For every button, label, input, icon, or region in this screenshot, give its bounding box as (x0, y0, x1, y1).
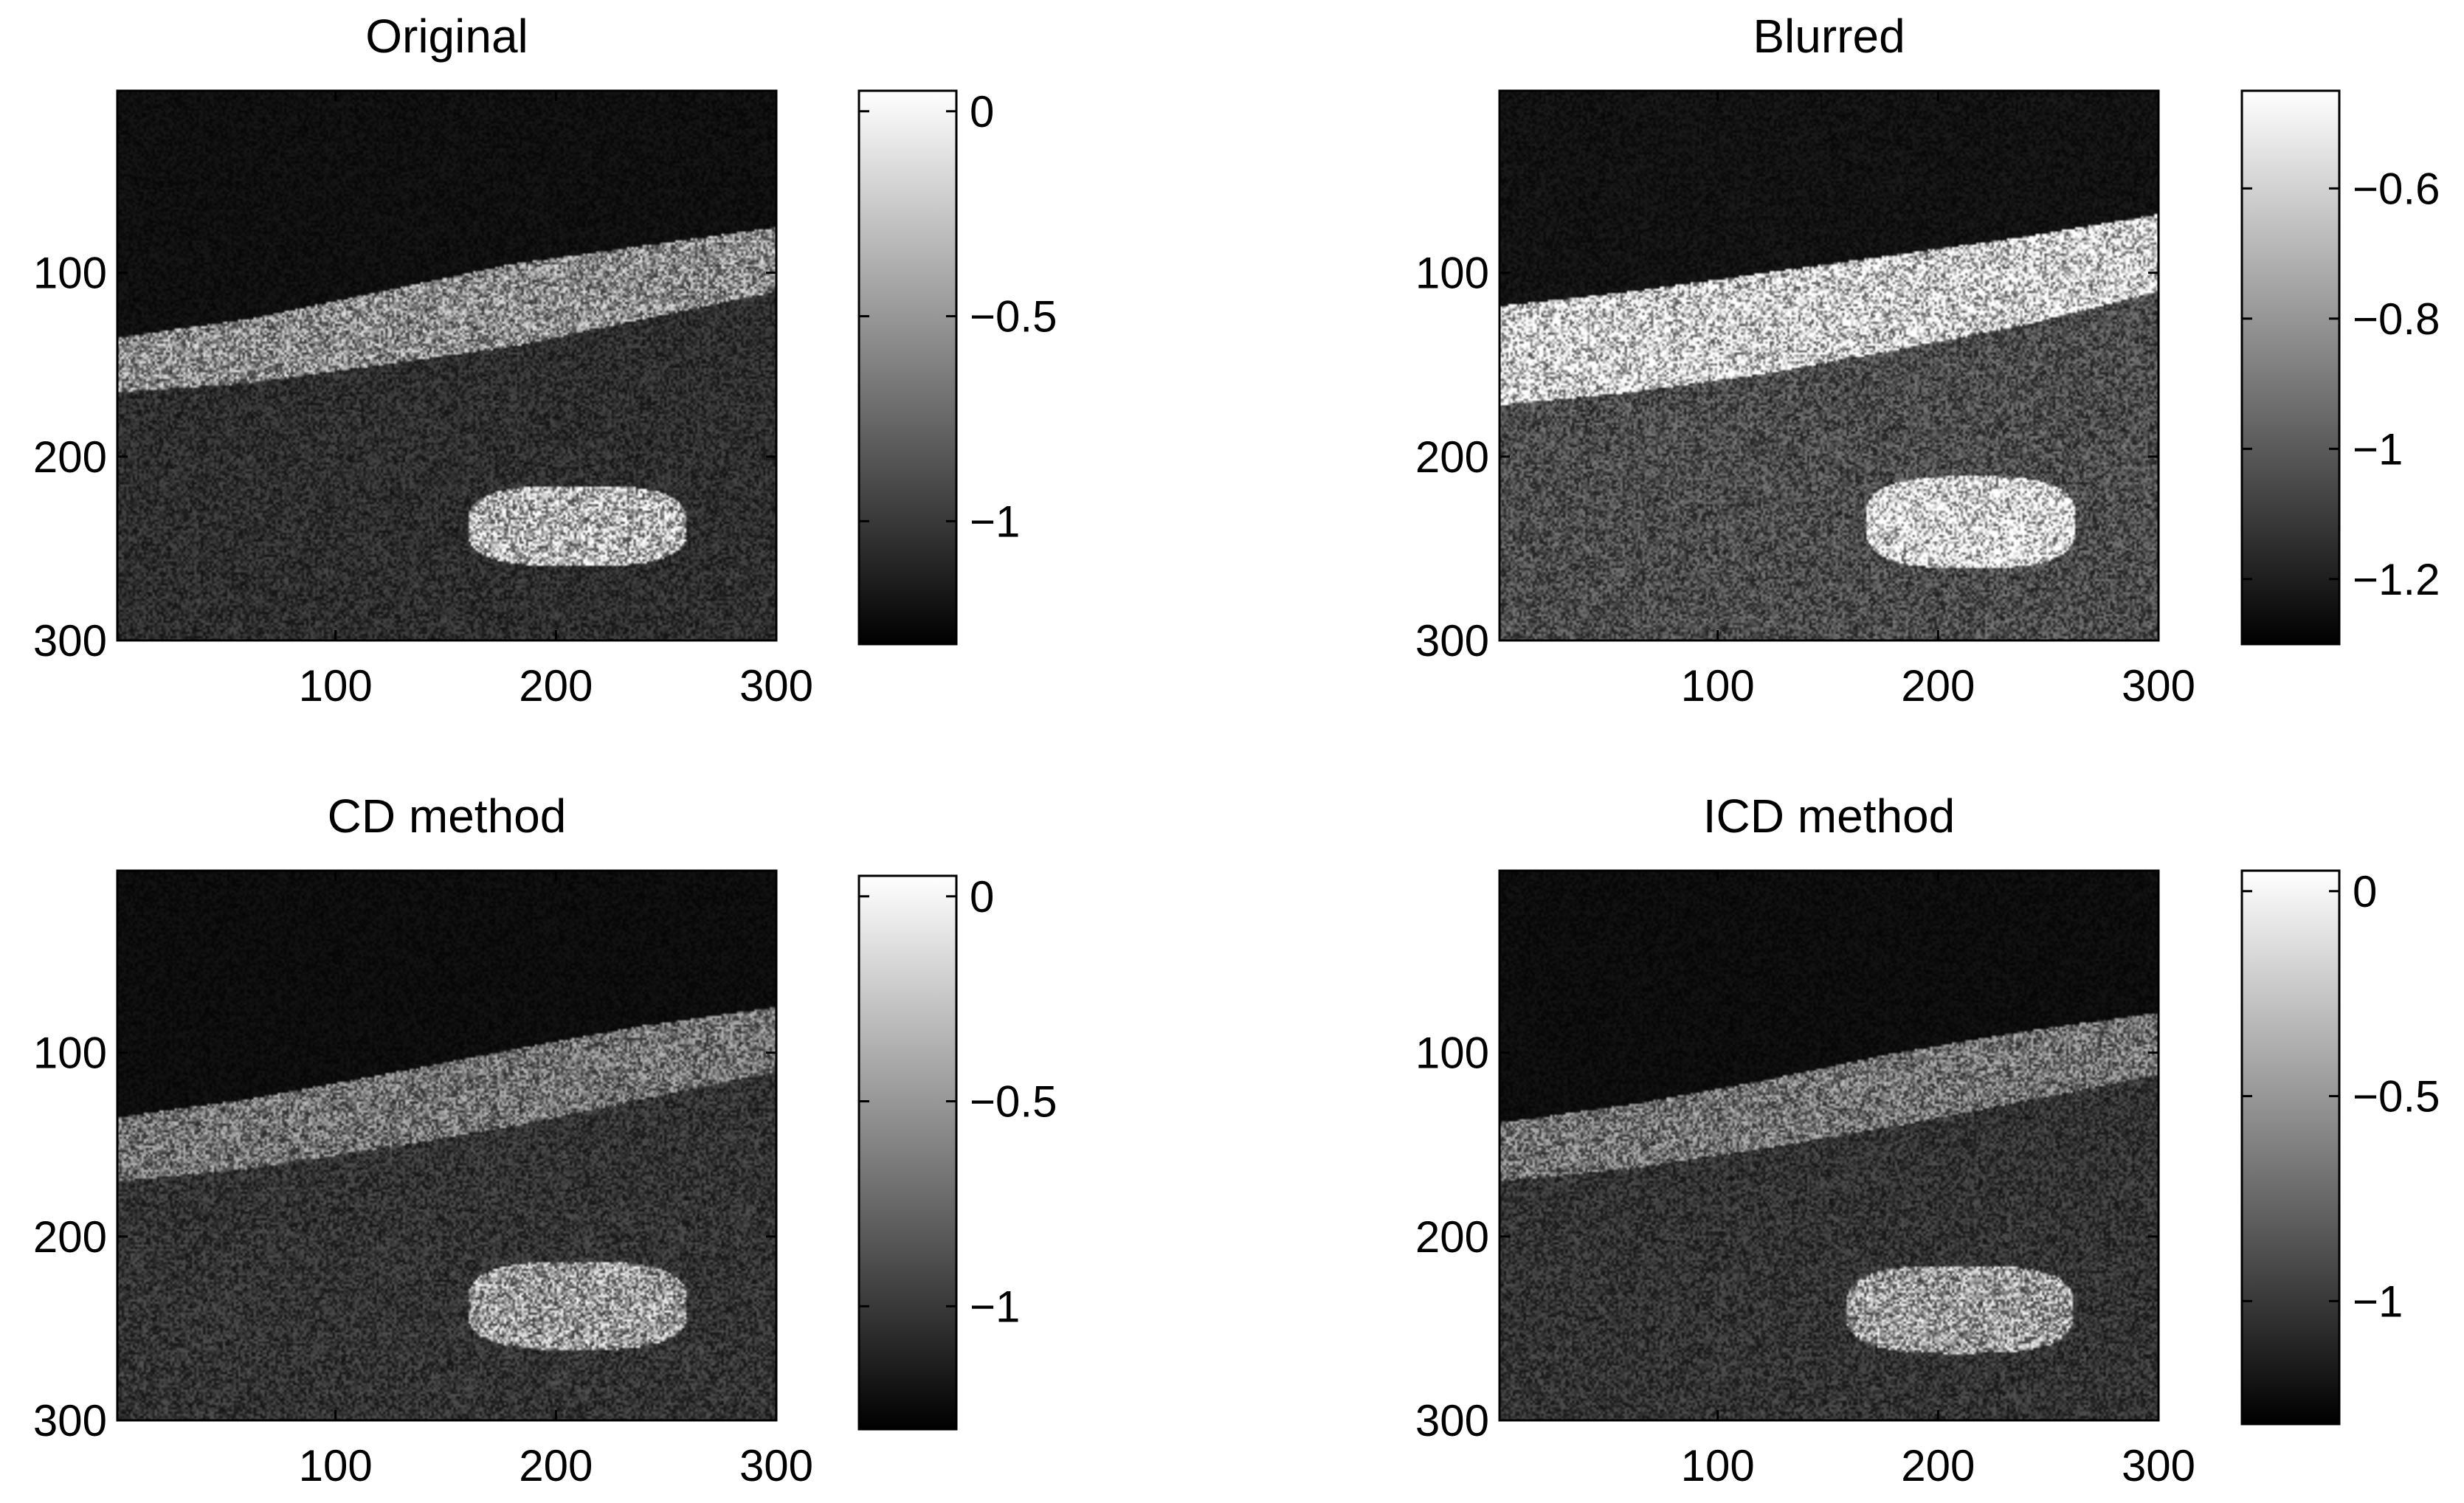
colorbar-gradient (2242, 91, 2339, 644)
colorbar-gradient (859, 876, 956, 1429)
y-tick-label: 200 (1415, 1212, 1489, 1262)
subplot-4: ICD method 100 200 300 100 200 300 0 −0.5 −1 (1415, 789, 2440, 1490)
y-tick-label: 100 (1415, 1029, 1489, 1078)
colorbar-tick-label: 0 (2353, 867, 2377, 916)
subplot-3: CD method 100 200 300 100 200 300 0 −0.5 −1 (33, 789, 1057, 1490)
colorbar-frame (857, 89, 958, 646)
x-tick-label: 100 (1681, 661, 1755, 711)
subplot-title: Original (365, 10, 528, 63)
x-tick-label: 300 (2122, 1441, 2195, 1490)
colorbar-frame (2240, 869, 2341, 1426)
colorbar-tick-label: −1 (970, 1282, 1020, 1331)
subplot-title: ICD method (1703, 789, 1955, 843)
heatmap-image (117, 871, 776, 1420)
y-tick-label: 100 (1415, 249, 1489, 298)
subplot-1: Original 100 200 300 100 200 300 0 −0.5 −1 (33, 10, 1057, 711)
colorbar-tick-label: −1.2 (2353, 555, 2440, 604)
colorbar-tick-label: 0 (970, 872, 994, 922)
x-tick-label: 100 (299, 661, 373, 711)
axes-frame (1498, 869, 2160, 1422)
y-tick-label: 100 (33, 1029, 107, 1078)
x-tick-label: 300 (739, 661, 813, 711)
colorbar-frame (857, 874, 958, 1431)
colorbar-tick-label: −0.6 (2353, 164, 2440, 213)
y-tick-label: 200 (33, 1212, 107, 1262)
subplot-title: CD method (328, 789, 567, 843)
colorbar-tick-label: −1 (2353, 1276, 2403, 1326)
colorbar-tick-label: −0.5 (2353, 1072, 2440, 1122)
y-tick-label: 200 (1415, 432, 1489, 482)
colorbar-gradient (859, 91, 956, 644)
heatmap-image (1500, 871, 2158, 1420)
axes-frame (116, 89, 778, 642)
x-tick-label: 200 (519, 661, 593, 711)
colorbar-tick-label: −0.5 (970, 1077, 1057, 1127)
subplot-2: Blurred 100 200 300 100 200 300 −0.6 −0.8 −1 −1.2 (1415, 10, 2440, 711)
axes-frame (1498, 89, 2160, 642)
colorbar-tick-label: −1 (970, 497, 1020, 546)
heatmap-image (117, 91, 776, 640)
x-tick-label: 300 (739, 1441, 813, 1490)
x-tick-label: 100 (299, 1441, 373, 1490)
colorbar-tick-label: 0 (970, 87, 994, 137)
y-tick-label: 300 (33, 1396, 107, 1445)
subplot-title: Blurred (1753, 10, 1905, 63)
y-tick-label: 300 (33, 616, 107, 666)
y-tick-label: 300 (1415, 616, 1489, 666)
x-tick-label: 100 (1681, 1441, 1755, 1490)
y-tick-label: 300 (1415, 1396, 1489, 1445)
x-tick-label: 300 (2122, 661, 2195, 711)
y-tick-label: 100 (33, 249, 107, 298)
colorbar-gradient (2242, 871, 2339, 1424)
y-tick-label: 200 (33, 432, 107, 482)
x-tick-label: 200 (1901, 1441, 1975, 1490)
x-tick-label: 200 (519, 1441, 593, 1490)
colorbar-tick-label: −0.8 (2353, 294, 2440, 344)
x-tick-label: 200 (1901, 661, 1975, 711)
colorbar-tick-label: −0.5 (970, 292, 1057, 342)
heatmap-image (1500, 91, 2158, 640)
colorbar-frame (2240, 89, 2341, 646)
axes-frame (116, 869, 778, 1422)
colorbar-tick-label: −1 (2353, 424, 2403, 474)
